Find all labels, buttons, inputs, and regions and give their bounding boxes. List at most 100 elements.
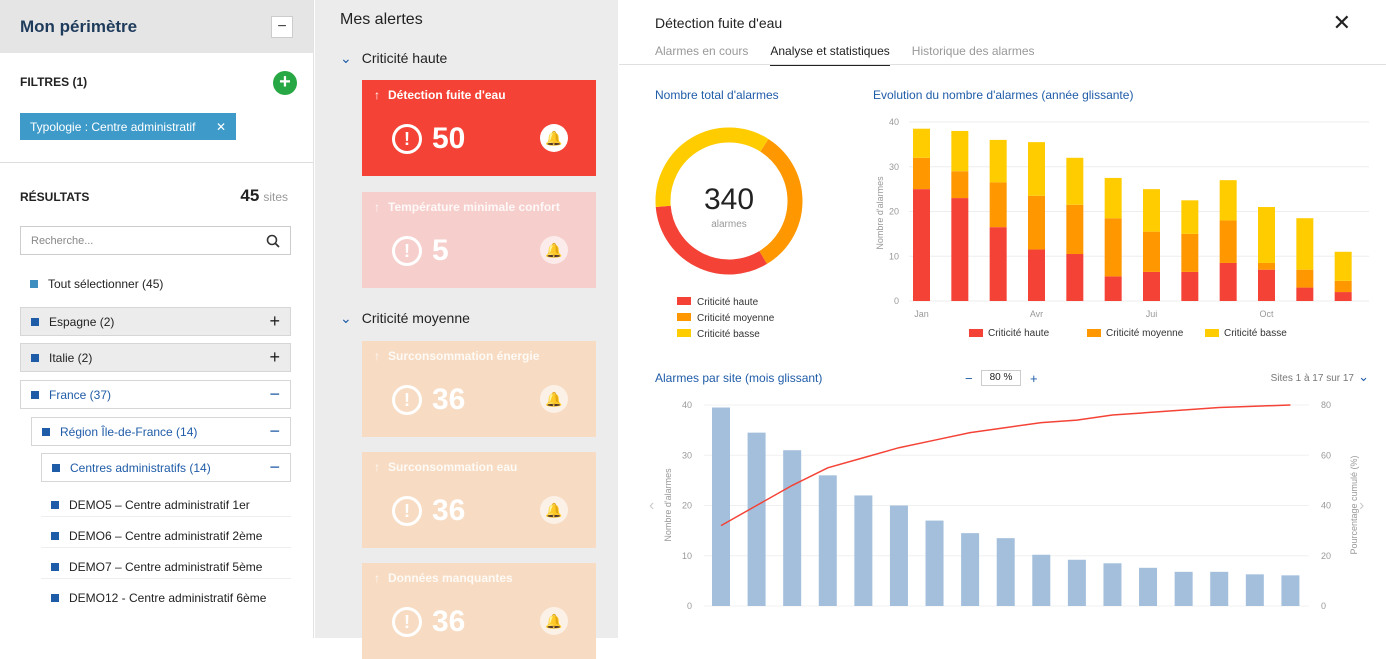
bell-icon[interactable]: 🔔 [540,496,568,524]
tree-item-italie[interactable]: Italie (2) + [20,343,291,372]
legend-swatch [677,329,691,337]
y2-tick-label: 60 [1321,450,1331,460]
arrow-up-icon: ↑ [374,349,380,363]
bar [925,520,944,606]
chevron-down-icon[interactable]: ⌄ [340,310,352,326]
tree-item-france[interactable]: France (37) − [20,380,291,409]
add-filter-button[interactable]: + [273,71,297,95]
bar-segment [1181,200,1199,234]
search-placeholder: Recherche... [31,234,94,247]
collapse-icon[interactable]: − [269,384,280,404]
section-medium[interactable]: ⌄ Criticité moyenne [340,310,470,327]
tree-bullet [52,463,60,472]
legend-label: Criticité basse [697,329,760,340]
search-icon[interactable] [266,234,280,248]
tree-label: Centres administratifs (14) [70,460,211,475]
y-axis-label: Nombre d'alarmes [663,468,673,542]
close-icon[interactable]: ✕ [1332,10,1351,35]
stacked-bar-chart: 0 10 20 30 40 Nombre d'alarmes Jan Avr Jui Oct Cri… [875,117,1369,339]
arrow-up-icon: ↑ [374,88,380,102]
section-high[interactable]: ⌄ Criticité haute [340,50,447,67]
bar-segment [1143,271,1160,301]
alert-icon: ! [392,124,422,154]
select-all-item[interactable]: Tout sélectionner (45) [20,272,291,296]
legend-swatch [969,329,983,337]
zoom-in-button[interactable]: + [1030,371,1038,386]
collapse-icon[interactable]: − [269,457,280,477]
bar-segment [1334,280,1352,293]
alerts-panel: Mes alertes ⌄ Criticité haute ⌄ Criticité … [315,0,618,659]
alert-card[interactable]: ↑ Température minimale confort! 5 🔔 [362,192,596,288]
bar-segment [1104,276,1122,301]
alert-card[interactable]: ↑ Surconsommation énergie! 36 🔔 [362,341,596,437]
filters-label: FILTRES (1) [20,75,88,89]
filter-chip[interactable]: Typologie : Centre administratif ✕ [20,113,236,140]
bar-segment [1028,195,1045,250]
legend-swatch [1205,329,1219,337]
search-input[interactable]: Recherche... [20,226,291,255]
chevron-down-icon[interactable]: ⌄ [340,50,352,66]
bar [1245,574,1264,606]
tree-item-ile-de-france[interactable]: Région Île-de-France (14) − [31,417,291,446]
detail-title: Détection fuite d'eau [655,15,783,31]
bar [818,475,837,606]
bell-icon[interactable]: 🔔 [540,385,568,413]
tab-alarmes-en-cours[interactable]: Alarmes en cours [655,44,749,58]
site-item[interactable]: DEMO6 – Centre administratif 2ème [41,524,291,548]
bar [889,505,908,606]
bell-icon[interactable]: 🔔 [540,124,568,152]
detail-panel: Détection fuite d'eau ✕ Alarmes en cours… [619,0,1386,638]
bar [712,407,730,606]
alert-card[interactable]: ↑ Détection fuite d'eau! 50 🔔 [362,80,596,176]
alert-card-title: ↑ Surconsommation énergie [374,349,540,363]
bell-icon[interactable]: 🔔 [540,236,568,264]
y-tick-label: 10 [682,551,692,561]
bar [961,533,980,606]
chevron-right-icon: › [1359,497,1364,514]
results-unit: sites [263,190,288,204]
site-label: DEMO12 - Centre administratif 6ème [69,591,267,605]
bar-segment [1181,271,1199,301]
tree-bullet [42,427,50,436]
alert-card[interactable]: ↑ Données manquantes! 36 🔔 [362,563,596,659]
collapse-button[interactable]: − [271,15,293,38]
site-item[interactable]: DEMO12 - Centre administratif 6ème [41,586,291,610]
alert-card-title: ↑ Température minimale confort [374,200,560,214]
zoom-value[interactable]: 80 % [981,370,1021,386]
alert-card[interactable]: ↑ Surconsommation eau! 36 🔔 [362,452,596,548]
donut-slice [655,205,767,275]
collapse-icon[interactable]: − [269,421,280,441]
y-tick-label: 0 [687,601,692,611]
bar [783,450,802,606]
expand-icon[interactable]: + [269,311,280,331]
close-icon[interactable]: ✕ [215,119,226,134]
donut-chart: 340 alarmes Criticité haute Criticité moyen… [655,127,803,340]
bar-segment [1028,142,1045,196]
y-tick-label: 30 [889,162,899,172]
expand-icon[interactable]: + [269,347,280,367]
y2-tick-label: 0 [1321,601,1326,611]
site-item[interactable]: DEMO7 – Centre administratif 5ème [41,555,291,579]
y-tick-label: 40 [889,117,899,127]
x-tick-label: Jan [914,309,929,319]
bar-segment [1296,269,1314,288]
donut-center-value: 340 [704,183,754,216]
results-count: 45 sites [240,186,288,206]
bar-segment [1104,177,1122,219]
pareto-chart: 0 10 20 30 40 0 20 40 60 80 Nombre d'alarmes Pource… [649,400,1364,611]
select-all-label: Tout sélectionner (45) [48,277,164,291]
x-tick-label: Jui [1146,309,1158,319]
alert-card-title: ↑ Données manquantes [374,571,513,585]
tree-label: France (37) [49,387,112,402]
alert-card-value: 5 [432,234,449,267]
tab-analyse[interactable]: Analyse et statistiques [770,44,890,66]
y-tick-label: 0 [894,296,899,306]
tree-item-espagne[interactable]: Espagne (2) + [20,307,291,336]
site-item[interactable]: DEMO5 – Centre administratif 1er [41,493,291,517]
bell-icon[interactable]: 🔔 [540,607,568,635]
zoom-out-button[interactable]: − [965,371,973,386]
legend-swatch [677,297,691,305]
chevron-down-icon[interactable]: ⌄ [1358,369,1369,384]
tab-historique[interactable]: Historique des alarmes [911,44,1035,58]
tree-item-centres-admin[interactable]: Centres administratifs (14) − [41,453,291,482]
